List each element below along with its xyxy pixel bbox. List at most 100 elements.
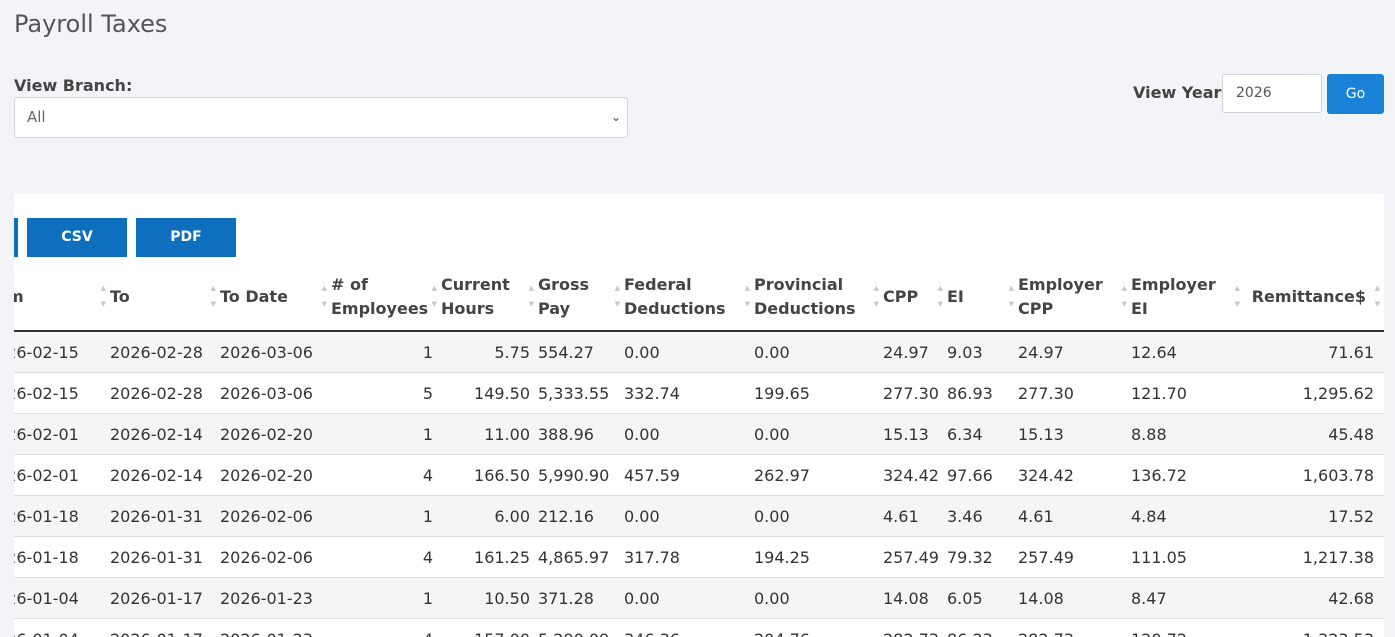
- table-cell: 6.34: [947, 413, 1018, 455]
- table-cell: 4,865.97: [538, 536, 624, 578]
- col-header-to-date[interactable]: To Date ▲ ▼: [220, 264, 331, 332]
- go-button[interactable]: Go: [1327, 74, 1384, 114]
- table-cell: 149.50: [441, 372, 538, 414]
- sort-icon: ▲ ▼: [1008, 284, 1014, 308]
- table-cell: 4: [331, 454, 441, 496]
- table-cell: 14.08: [1018, 577, 1131, 619]
- col-header-employer-cpp[interactable]: Employer CPP ▲ ▼: [1018, 264, 1131, 332]
- col-header-federal-deductions[interactable]: Federal Deductions ▲ ▼: [624, 264, 754, 332]
- table-cell: 346.36: [624, 618, 754, 637]
- table-cell: 2026-01-31: [110, 536, 220, 578]
- col-header-employer-ei[interactable]: Employer EI ▲ ▼: [1131, 264, 1244, 332]
- table-cell: 457.59: [624, 454, 754, 496]
- table-cell: 0.00: [754, 495, 883, 537]
- table-cell: 026-01-04: [14, 577, 110, 619]
- sort-icon: ▲ ▼: [431, 284, 437, 308]
- table-row: 026-02-012026-02-142026-02-204166.505,99…: [14, 454, 1384, 496]
- table-row: 026-02-152026-02-282026-03-065149.505,33…: [14, 372, 1384, 414]
- table-cell: 332.74: [624, 372, 754, 414]
- table-cell: 9.03: [947, 330, 1018, 373]
- table-cell: 11.00: [441, 413, 538, 455]
- csv-button[interactable]: CSV: [27, 218, 127, 257]
- col-header-cpp[interactable]: CPP ▲ ▼: [883, 264, 947, 332]
- col-header-remittance[interactable]: Remittance$ ▲ ▼: [1244, 264, 1384, 332]
- chevron-down-icon: ⌄: [610, 110, 621, 124]
- col-header-gross-pay[interactable]: Gross Pay ▲ ▼: [538, 264, 624, 332]
- table-row: 026-01-042026-01-172026-01-23110.50371.2…: [14, 577, 1384, 619]
- table-cell: 71.61: [1244, 330, 1384, 373]
- table-cell: 111.05: [1131, 536, 1244, 578]
- table-cell: 8.47: [1131, 577, 1244, 619]
- table-cell: 0.00: [754, 330, 883, 373]
- table-cell: 2026-02-14: [110, 413, 220, 455]
- col-header-to[interactable]: To ▲ ▼: [110, 264, 220, 332]
- sort-icon: ▲ ▼: [321, 284, 327, 308]
- table-cell: 1: [331, 577, 441, 619]
- report-card: CSV PDF om▲▼ To▲▼ To Date▲▼ # of Employe…: [14, 194, 1384, 637]
- payroll-taxes-table: om▲▼ To▲▼ To Date▲▼ # of Employees▲▼ Cur…: [14, 264, 1384, 637]
- table-cell: 1,217.38: [1244, 536, 1384, 578]
- col-header-current-hours[interactable]: Current Hours ▲ ▼: [441, 264, 538, 332]
- table-cell: 026-01-18: [14, 536, 110, 578]
- table-cell: 5,333.55: [538, 372, 624, 414]
- sort-icon: ▲ ▼: [1121, 284, 1127, 308]
- table-cell: 2026-02-06: [220, 495, 331, 537]
- table-cell: 0.00: [624, 330, 754, 373]
- table-cell: 282.73: [883, 618, 947, 637]
- table-cell: 5,990.90: [538, 454, 624, 496]
- table-cell: 257.49: [1018, 536, 1131, 578]
- branch-select[interactable]: All ⌄: [14, 97, 628, 138]
- table-cell: 4.61: [1018, 495, 1131, 537]
- table-cell: 212.16: [538, 495, 624, 537]
- table-cell: 2026-02-20: [220, 413, 331, 455]
- sort-icon: ▲ ▼: [744, 284, 750, 308]
- table-cell: 0.00: [754, 413, 883, 455]
- sort-icon: ▲ ▼: [873, 284, 879, 308]
- table-cell: 2026-03-06: [220, 330, 331, 373]
- table-cell: 17.52: [1244, 495, 1384, 537]
- pdf-button[interactable]: PDF: [136, 218, 236, 257]
- table-cell: 026-02-01: [14, 413, 110, 455]
- col-header-provincial-deductions[interactable]: Provincial Deductions ▲ ▼: [754, 264, 883, 332]
- table-cell: 2026-02-28: [110, 372, 220, 414]
- table-cell: 257.49: [883, 536, 947, 578]
- table-cell: 317.78: [624, 536, 754, 578]
- table-cell: 6.00: [441, 495, 538, 537]
- col-header-employees[interactable]: # of Employees ▲ ▼: [331, 264, 441, 332]
- table-cell: 026-01-04: [14, 618, 110, 637]
- col-header-from[interactable]: om▲▼: [14, 264, 110, 332]
- page-title: Payroll Taxes: [14, 10, 168, 38]
- table-cell: 2026-02-20: [220, 454, 331, 496]
- branch-select-value: All: [27, 108, 46, 126]
- table-cell: 324.42: [1018, 454, 1131, 496]
- table-cell: 157.00: [441, 618, 538, 637]
- table-cell: 3.46: [947, 495, 1018, 537]
- table-cell: 026-02-15: [14, 330, 110, 373]
- table-cell: 4: [331, 618, 441, 637]
- table-cell: 1: [331, 330, 441, 373]
- sort-icon: ▲ ▼: [210, 284, 216, 308]
- table-cell: 0.00: [624, 577, 754, 619]
- table-cell: 1: [331, 495, 441, 537]
- table-cell: 2026-02-06: [220, 536, 331, 578]
- year-input[interactable]: 2026: [1222, 74, 1322, 113]
- table-cell: 4.84: [1131, 495, 1244, 537]
- table-cell: 554.27: [538, 330, 624, 373]
- table-cell: 45.48: [1244, 413, 1384, 455]
- table-cell: 371.28: [538, 577, 624, 619]
- export-button-partial[interactable]: [14, 218, 18, 257]
- table-cell: 262.97: [754, 454, 883, 496]
- table-cell: 2026-01-17: [110, 618, 220, 637]
- table-cell: 2026-01-23: [220, 618, 331, 637]
- table-cell: 2026-03-06: [220, 372, 331, 414]
- table-cell: 14.08: [883, 577, 947, 619]
- table-cell: 5,290.09: [538, 618, 624, 637]
- table-cell: 2026-02-14: [110, 454, 220, 496]
- table-cell: 204.76: [754, 618, 883, 637]
- table-cell: 388.96: [538, 413, 624, 455]
- col-header-ei[interactable]: EI ▲ ▼: [947, 264, 1018, 332]
- table-cell: 12.64: [1131, 330, 1244, 373]
- table-cell: 79.32: [947, 536, 1018, 578]
- table-row: 026-02-152026-02-282026-03-0615.75554.27…: [14, 330, 1384, 373]
- table-cell: 161.25: [441, 536, 538, 578]
